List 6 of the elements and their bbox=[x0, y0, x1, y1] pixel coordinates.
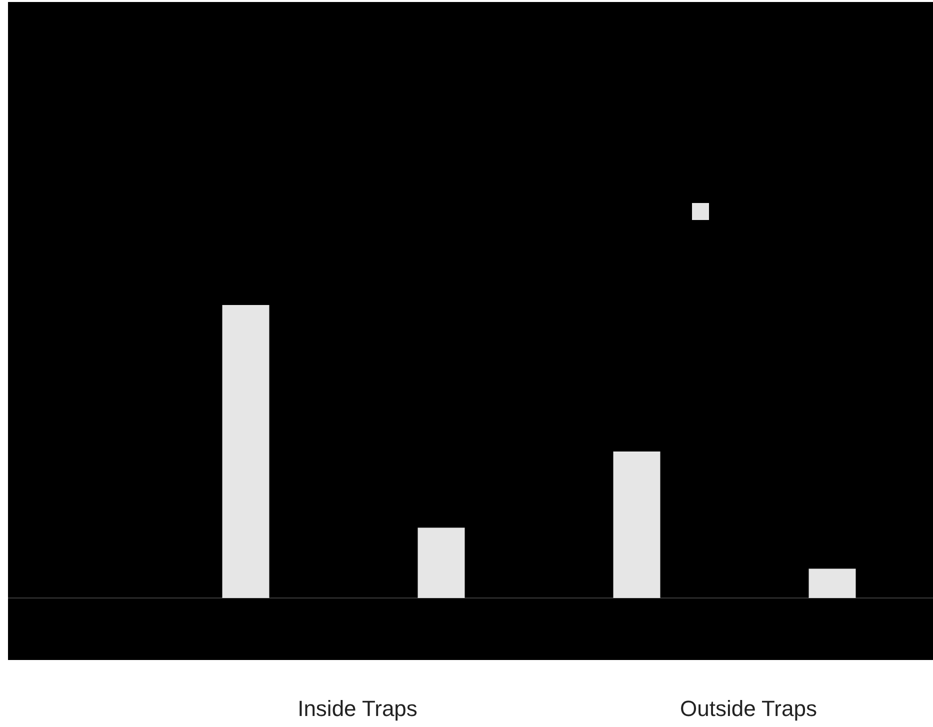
bar bbox=[418, 528, 465, 598]
x-tick-label: Inside Traps bbox=[298, 696, 418, 721]
bar bbox=[222, 305, 270, 598]
bar bbox=[808, 568, 856, 598]
x-tick-label: Outside Traps bbox=[680, 696, 817, 721]
bar bbox=[613, 452, 660, 598]
